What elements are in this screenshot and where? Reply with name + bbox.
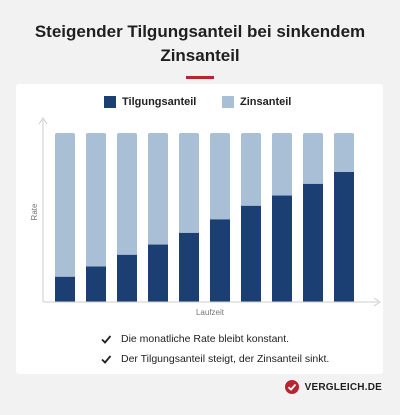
brand-logo: VERGLEICH.DE	[284, 380, 382, 394]
bar-zinsanteil-8	[272, 133, 292, 196]
bar-zinsanteil-7	[241, 133, 261, 206]
note-text: Die monatliche Rate bleibt konstant.	[121, 333, 290, 345]
bar-zinsanteil-2	[86, 133, 106, 267]
bar-junction-7	[241, 202, 261, 206]
bar-zinsanteil-10	[334, 133, 354, 172]
brand-name: VERGLEICH.DE	[304, 381, 382, 393]
note-item: Der Tilgungsanteil steigt, der Zinsantei…	[100, 349, 329, 369]
x-axis-label: Laufzeit	[196, 308, 225, 317]
notes-list: Die monatliche Rate bleibt konstant. Der…	[100, 329, 329, 369]
bar-junction-3	[117, 251, 137, 255]
bar-tilgungsanteil-1	[55, 276, 75, 302]
bar-zinsanteil-5	[179, 133, 199, 233]
chart-title: Steigender Tilgungsanteil bei sinkendem …	[0, 20, 400, 68]
chart-title-line-1: Steigender Tilgungsanteil bei sinkendem	[34, 22, 366, 41]
bar-tilgungsanteil-2	[86, 266, 106, 302]
checkmark-icon	[101, 335, 112, 344]
bar-zinsanteil-9	[303, 133, 323, 184]
note-item: Die monatliche Rate bleibt konstant.	[100, 329, 329, 349]
legend-swatch-zinsanteil	[222, 96, 234, 108]
y-axis-arrow	[38, 117, 48, 125]
bar-junction-2	[86, 263, 106, 267]
axes	[38, 117, 381, 307]
title-accent-rule	[186, 76, 214, 79]
checkmark-icon	[101, 355, 112, 364]
bar-tilgungsanteil-6	[210, 219, 230, 302]
legend-item-zinsanteil: Zinsanteil	[222, 96, 291, 108]
bar-junction-1	[55, 273, 75, 277]
bar-zinsanteil-4	[148, 133, 168, 245]
bar-tilgungsanteil-3	[117, 254, 137, 302]
bar-tilgungsanteil-10	[334, 171, 354, 302]
chart-legend: Tilgungsanteil Zinsanteil	[0, 96, 400, 110]
chart-title-line-2: Zinsanteil	[160, 46, 240, 65]
bar-tilgungsanteil-4	[148, 244, 168, 302]
bar-tilgungsanteil-7	[241, 205, 261, 302]
bar-junction-9	[303, 180, 323, 184]
bar-group	[55, 133, 354, 302]
bar-zinsanteil-3	[117, 133, 137, 255]
bar-junction-4	[148, 241, 168, 245]
legend-label-zinsanteil: Zinsanteil	[240, 96, 292, 108]
legend-swatch-tilgungsanteil	[104, 96, 116, 108]
x-axis-arrow	[373, 297, 381, 307]
brand-check-badge-icon	[284, 380, 299, 394]
bar-junction-5	[179, 229, 199, 233]
legend-item-tilgungsanteil: Tilgungsanteil	[104, 96, 196, 108]
bar-tilgungsanteil-8	[272, 195, 292, 302]
bar-junction-6	[210, 216, 230, 220]
legend-label-tilgungsanteil: Tilgungsanteil	[122, 96, 197, 108]
y-axis-label: Rate	[30, 203, 39, 220]
bar-junction-10	[334, 168, 354, 172]
bar-tilgungsanteil-5	[179, 232, 199, 302]
note-text: Der Tilgungsanteil steigt, der Zinsantei…	[121, 353, 330, 365]
bar-tilgungsanteil-9	[303, 183, 323, 302]
bar-junction-8	[272, 192, 292, 196]
bar-zinsanteil-6	[210, 133, 230, 220]
bar-zinsanteil-1	[55, 133, 75, 277]
